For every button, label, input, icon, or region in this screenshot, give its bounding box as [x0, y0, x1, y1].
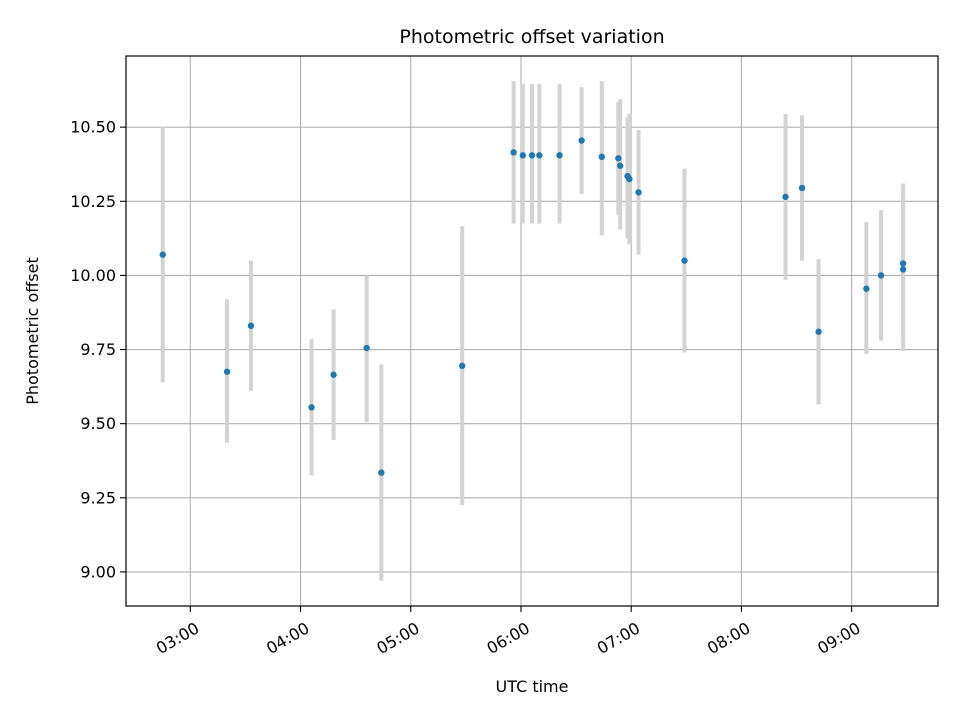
data-point: [598, 153, 606, 161]
data-point: [815, 328, 822, 335]
data-point: [578, 137, 585, 144]
data-point: [798, 184, 806, 192]
data-point: [863, 285, 870, 292]
y-tick-label: 10.50: [70, 118, 116, 137]
data-point: [519, 152, 527, 159]
y-tick-label: 9.50: [80, 414, 116, 433]
y-tick-label: 10.25: [70, 192, 116, 211]
y-axis-label: Photometric offset: [23, 257, 42, 405]
data-point: [536, 152, 543, 159]
data-point: [223, 368, 231, 375]
data-point: [635, 189, 642, 196]
data-point: [159, 251, 166, 258]
data-point: [556, 152, 563, 159]
data-point: [330, 371, 337, 378]
data-point: [528, 152, 536, 159]
y-tick-label: 9.00: [80, 562, 116, 581]
data-point: [363, 344, 370, 352]
data-point: [615, 155, 622, 162]
y-tick-label: 9.25: [80, 488, 116, 507]
data-point: [877, 272, 885, 279]
data-point: [626, 175, 633, 183]
data-point: [378, 469, 385, 476]
y-axis: 9.00 9.25 9.50 9.75 10.00 10.25 10.50: [70, 118, 126, 581]
data-point: [681, 257, 688, 264]
chart-title: Photometric offset variation: [399, 26, 664, 48]
data-point: [458, 362, 466, 370]
data-point: [510, 149, 517, 156]
data-point: [782, 193, 789, 201]
data-point: [899, 260, 907, 267]
data-points: [159, 137, 907, 476]
x-axis-label: UTC time: [496, 677, 569, 696]
y-tick-label: 10.00: [70, 266, 116, 285]
data-point: [247, 322, 255, 330]
data-point: [308, 404, 315, 411]
y-tick-label: 9.75: [80, 340, 116, 359]
data-point: [899, 266, 907, 273]
plot-frame: [125, 55, 939, 607]
data-point: [616, 162, 624, 169]
